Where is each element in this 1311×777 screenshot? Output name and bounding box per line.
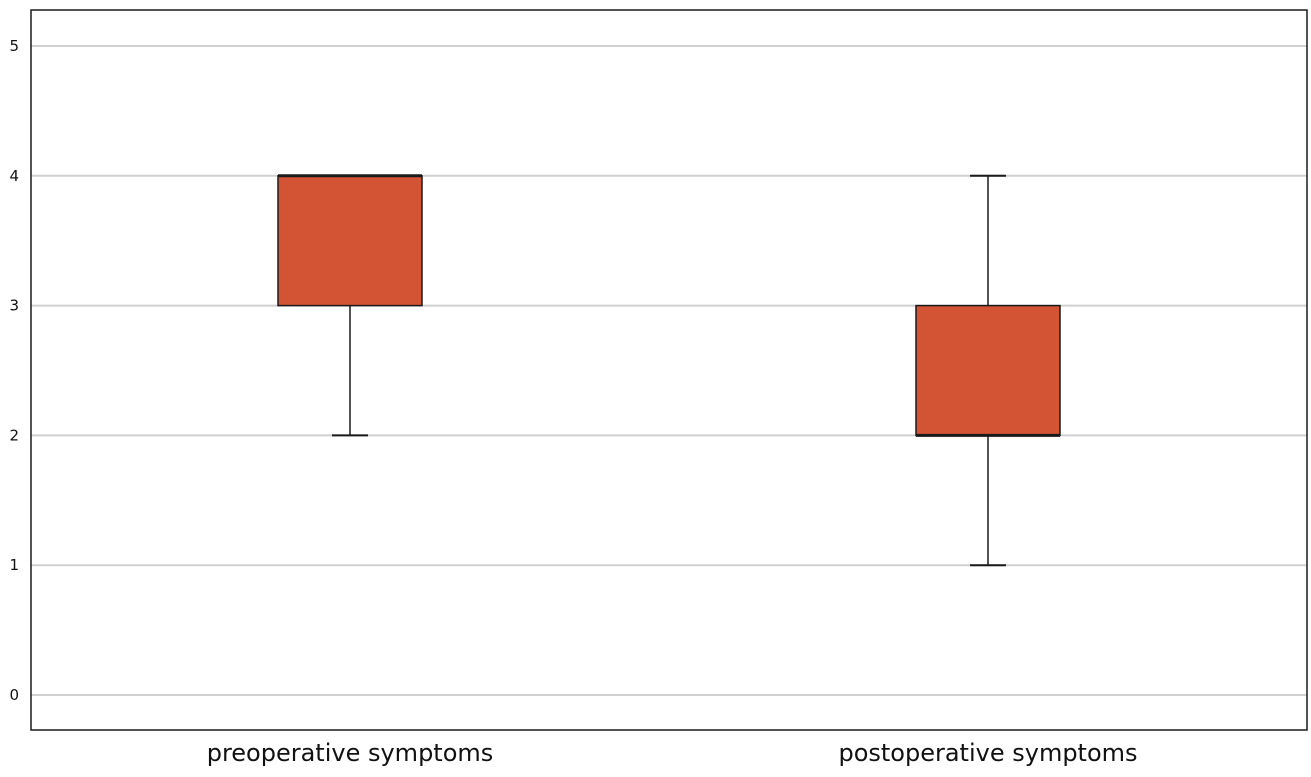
box-body [915, 304, 1061, 437]
x-axis-ticks: preoperative symptoms postoperative sympt… [207, 739, 1138, 767]
grid-layer [31, 45, 1307, 696]
y-tick-label: 2 [9, 426, 19, 444]
x-tick-label: postoperative symptoms [838, 739, 1137, 767]
y-tick-label: 5 [9, 37, 19, 55]
plot-frame [30, 9, 1308, 731]
box-body [277, 175, 423, 307]
x-tick-label: preoperative symptoms [207, 739, 494, 767]
y-tick-label: 0 [9, 686, 19, 704]
y-tick-label: 4 [9, 167, 19, 185]
y-tick-label: 1 [9, 556, 19, 574]
y-tick-label: 3 [9, 297, 19, 315]
box-layer [277, 174, 1061, 567]
y-axis-ticks: 0 1 2 3 4 5 [9, 37, 19, 704]
